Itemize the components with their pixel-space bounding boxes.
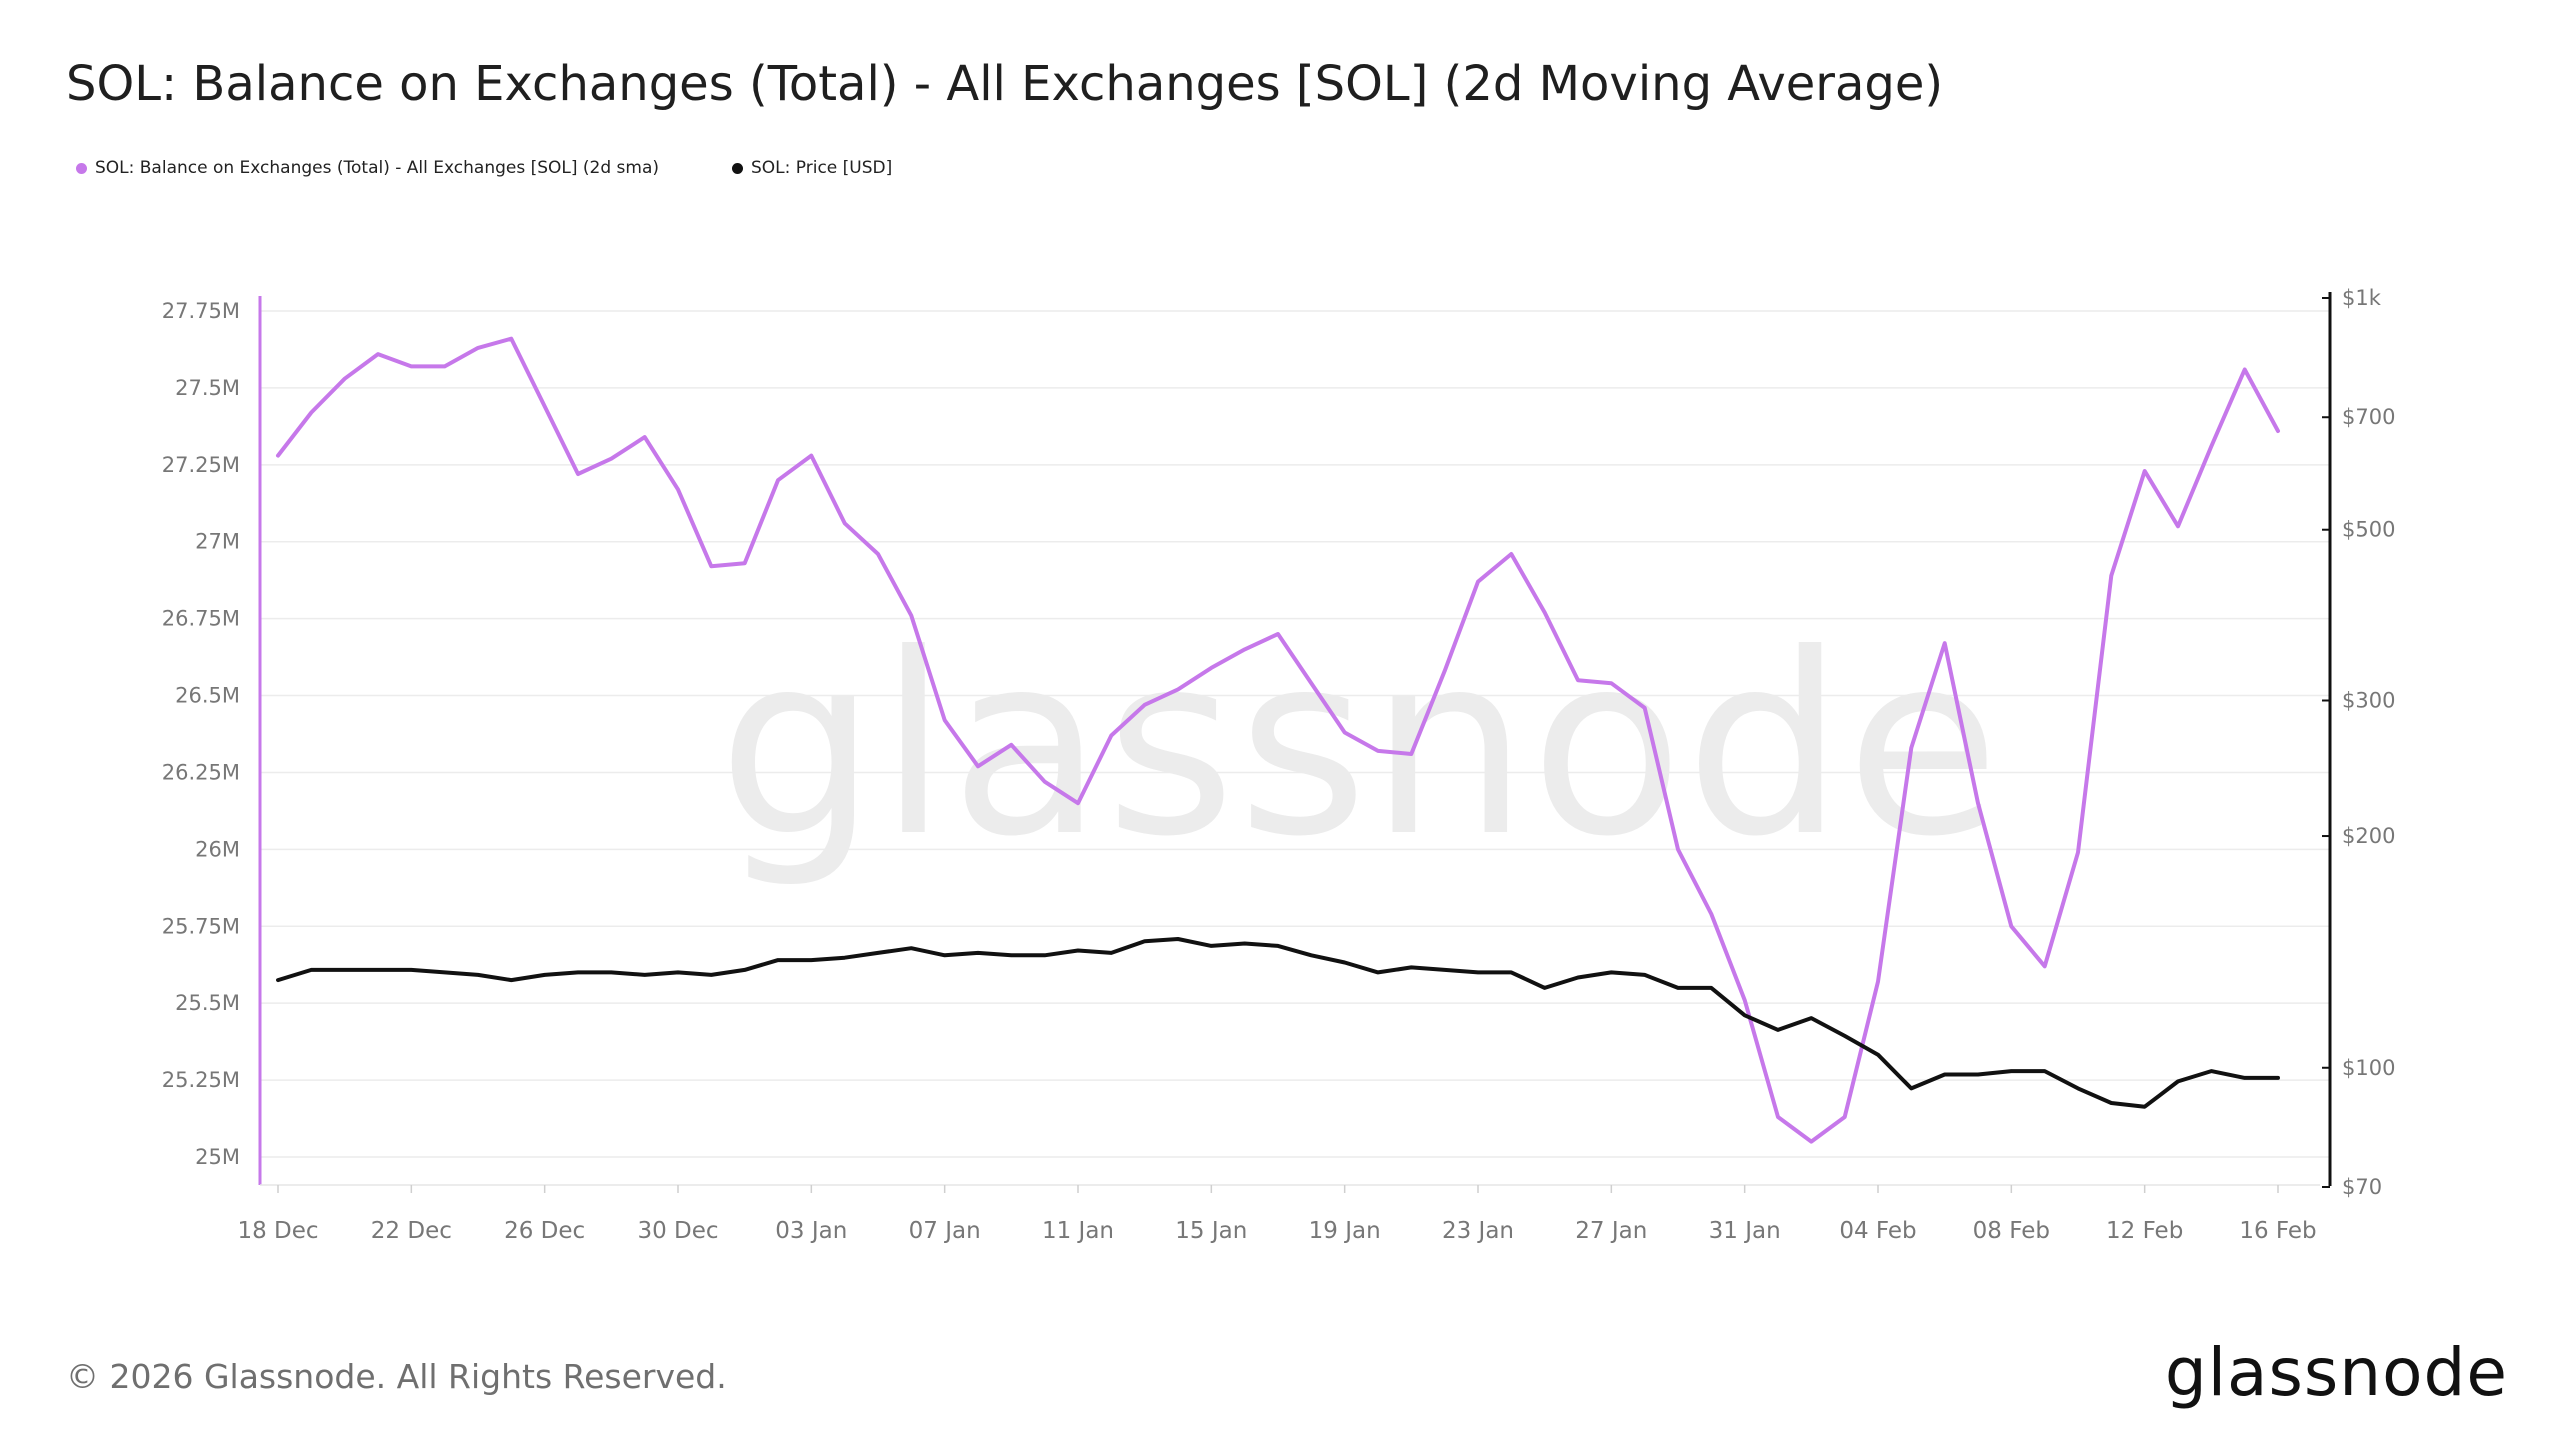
x-tick-label: 26 Dec (504, 1218, 585, 1244)
x-tick-label: 31 Jan (1709, 1218, 1781, 1244)
y-right-tick-label: $70 (2342, 1175, 2382, 1199)
x-tick-label: 15 Jan (1175, 1218, 1247, 1244)
legend-item-price[interactable]: SOL: Price [USD] (732, 158, 892, 178)
x-tick-label: 27 Jan (1575, 1218, 1647, 1244)
y-left-tick-label: 26M (195, 837, 240, 861)
x-tick-label: 12 Feb (2106, 1218, 2183, 1244)
y-left-tick-label: 25.75M (162, 914, 240, 938)
y-left-tick-label: 27M (195, 530, 240, 554)
legend-dot-balance (76, 162, 87, 174)
y-left-tick-label: 27.25M (162, 453, 240, 477)
y-right-tick-label: $100 (2342, 1056, 2395, 1080)
x-tick-label: 04 Feb (1839, 1218, 1916, 1244)
x-tick-label: 11 Jan (1042, 1218, 1114, 1244)
x-tick-label: 18 Dec (237, 1218, 318, 1244)
y-left-tick-label: 27.75M (162, 299, 240, 323)
x-tick-label: 08 Feb (1973, 1218, 2050, 1244)
y-left-tick-label: 27.5M (175, 376, 240, 400)
y-left-tick-label: 25.25M (162, 1068, 240, 1092)
y-left-tick-label: 26.5M (175, 684, 240, 708)
y-right-tick-label: $500 (2342, 518, 2395, 542)
x-tick-label: 19 Jan (1309, 1218, 1381, 1244)
x-tick-label: 03 Jan (775, 1218, 847, 1244)
glassnode-logo: glassnode (2164, 1334, 2508, 1411)
x-tick-label: 30 Dec (637, 1218, 718, 1244)
y-left-tick-label: 26.75M (162, 607, 240, 631)
watermark: glassnode (718, 600, 2002, 891)
y-left-tick-label: 25.5M (175, 991, 240, 1015)
x-tick-label: 22 Dec (371, 1218, 452, 1244)
y-left-tick-label: 25M (195, 1145, 240, 1169)
x-tick-label: 07 Jan (909, 1218, 981, 1244)
chart-title: SOL: Balance on Exchanges (Total) - All … (66, 56, 1944, 112)
y-right-tick-label: $200 (2342, 824, 2395, 848)
series-line-price (276, 937, 2280, 1109)
legend-label-balance: SOL: Balance on Exchanges (Total) - All … (95, 158, 660, 178)
y-right-tick-label: $700 (2342, 405, 2395, 429)
y-right-tick-label: $300 (2342, 688, 2395, 712)
x-tick-label: 23 Jan (1442, 1218, 1514, 1244)
series-line-balance (276, 336, 2280, 1144)
copyright-footer: © 2026 Glassnode. All Rights Reserved. (66, 1357, 727, 1396)
legend-dot-price (732, 162, 743, 174)
legend-item-balance[interactable]: SOL: Balance on Exchanges (Total) - All … (76, 158, 659, 178)
x-tick-label: 16 Feb (2239, 1218, 2316, 1244)
legend-label-price: SOL: Price [USD] (751, 158, 893, 178)
y-right-tick-label: $1k (2342, 286, 2382, 310)
y-left-tick-label: 26.25M (162, 760, 240, 784)
